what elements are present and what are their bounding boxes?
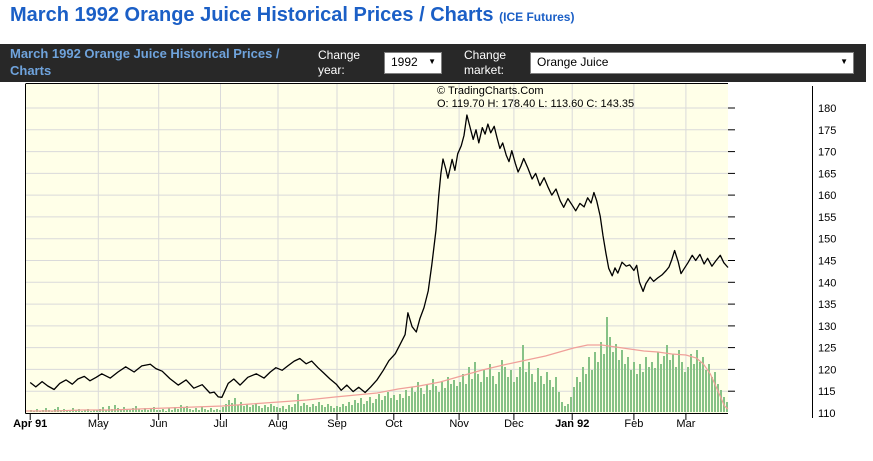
svg-text:140: 140 (818, 277, 836, 289)
svg-text:Jun: Jun (150, 418, 168, 430)
svg-text:115: 115 (818, 386, 836, 398)
svg-text:Dec: Dec (504, 418, 524, 430)
svg-text:Aug: Aug (268, 418, 288, 430)
svg-text:Feb: Feb (624, 418, 643, 430)
svg-text:120: 120 (818, 364, 836, 376)
svg-text:155: 155 (818, 212, 836, 224)
page-title-suffix: (ICE Futures) (499, 10, 575, 24)
svg-text:May: May (88, 418, 109, 430)
vertical-gridlines (97, 84, 687, 413)
year-select-wrap: 1992 ▼ (384, 52, 442, 74)
svg-text:180: 180 (818, 103, 836, 115)
price-line (29, 114, 729, 398)
svg-text:125: 125 (818, 343, 836, 355)
market-select-wrap: Orange Juice ▼ (530, 52, 854, 74)
svg-text:Jul: Jul (213, 418, 227, 430)
change-year-label: Change year: (318, 48, 361, 77)
svg-text:160: 160 (818, 190, 836, 202)
toolbar: March 1992 Orange Juice Historical Price… (0, 44, 866, 82)
svg-text:Apr 91: Apr 91 (13, 418, 47, 430)
open-interest-line (26, 344, 729, 412)
svg-text:150: 150 (818, 234, 836, 246)
market-select[interactable]: Orange Juice (531, 53, 853, 71)
svg-text:Sep: Sep (327, 418, 347, 430)
svg-text:145: 145 (818, 256, 836, 268)
svg-text:135: 135 (818, 299, 836, 311)
horizontal-gridlines (26, 107, 728, 392)
svg-text:175: 175 (818, 125, 836, 137)
copyright-text: © TradingCharts.Com (437, 85, 544, 97)
svg-text:130: 130 (818, 321, 836, 333)
svg-text:165: 165 (818, 168, 836, 180)
change-market-label: Change market: (464, 48, 507, 77)
x-axis-labels: Apr 91 May Jun Jul Aug Sep Oct Nov Dec Jan 92 Feb M… (13, 418, 696, 430)
svg-text:Nov: Nov (449, 418, 469, 430)
right-edge-ticks (728, 107, 735, 392)
month-ticks (29, 414, 687, 420)
chart-region: Apr 91 May Jun Jul Aug Sep Oct Nov Dec Jan 92 Feb M… (0, 82, 873, 461)
price-chart: Apr 91 May Jun Jul Aug Sep Oct Nov Dec Jan 92 Feb M… (13, 83, 836, 430)
y-axis-labels: 180 175 170 165 160 155 150 145 140 135 130 125 120 1… (818, 103, 836, 420)
svg-text:Oct: Oct (385, 418, 402, 430)
toolbar-chart-title: March 1992 Orange Juice Historical Price… (10, 46, 280, 78)
volume-bars (30, 317, 728, 412)
svg-text:110: 110 (818, 408, 836, 420)
svg-text:170: 170 (818, 147, 836, 159)
page-title-text: March 1992 Orange Juice Historical Price… (10, 4, 494, 26)
svg-text:Jan 92: Jan 92 (555, 418, 589, 430)
svg-text:Mar: Mar (676, 418, 695, 430)
ohlc-text: O: 119.70 H: 178.40 L: 113.60 C: 143.35 (437, 98, 634, 110)
year-select[interactable]: 1992 (385, 53, 441, 71)
page-title: March 1992 Orange Juice Historical Price… (10, 4, 574, 27)
plot-border (25, 83, 728, 414)
